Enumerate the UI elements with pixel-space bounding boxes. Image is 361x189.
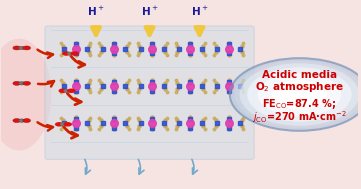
Circle shape <box>231 59 361 130</box>
Circle shape <box>58 88 67 93</box>
Circle shape <box>240 63 359 126</box>
Circle shape <box>13 81 21 85</box>
Circle shape <box>271 80 327 109</box>
Circle shape <box>23 119 31 123</box>
FancyBboxPatch shape <box>45 26 254 159</box>
Circle shape <box>67 88 76 93</box>
Text: H$^+$: H$^+$ <box>191 5 208 18</box>
Text: Acidic media: Acidic media <box>262 70 337 80</box>
Text: FE$_{\rm CO}$=87.4 %;: FE$_{\rm CO}$=87.4 %; <box>262 97 336 111</box>
Ellipse shape <box>269 72 291 81</box>
Ellipse shape <box>0 39 51 150</box>
Circle shape <box>18 46 25 50</box>
Circle shape <box>13 46 21 50</box>
Circle shape <box>64 89 71 93</box>
Text: $\it{j}_{\rm CO}$=270 mA·cm$^{-2}$: $\it{j}_{\rm CO}$=270 mA·cm$^{-2}$ <box>252 109 347 125</box>
Circle shape <box>18 119 25 122</box>
Circle shape <box>258 73 341 116</box>
Text: O$_2$ atmosphere: O$_2$ atmosphere <box>255 81 344 94</box>
Circle shape <box>64 122 72 126</box>
Circle shape <box>13 119 21 123</box>
Circle shape <box>247 67 352 122</box>
Circle shape <box>18 82 25 85</box>
Circle shape <box>60 122 67 126</box>
Circle shape <box>235 61 361 128</box>
Text: H$^+$: H$^+$ <box>87 5 105 18</box>
Circle shape <box>67 52 74 55</box>
Text: H$^+$: H$^+$ <box>141 5 158 18</box>
Circle shape <box>62 51 71 56</box>
Circle shape <box>55 122 64 126</box>
Circle shape <box>71 51 79 56</box>
Circle shape <box>23 46 31 50</box>
Circle shape <box>23 81 31 85</box>
Circle shape <box>230 58 361 131</box>
